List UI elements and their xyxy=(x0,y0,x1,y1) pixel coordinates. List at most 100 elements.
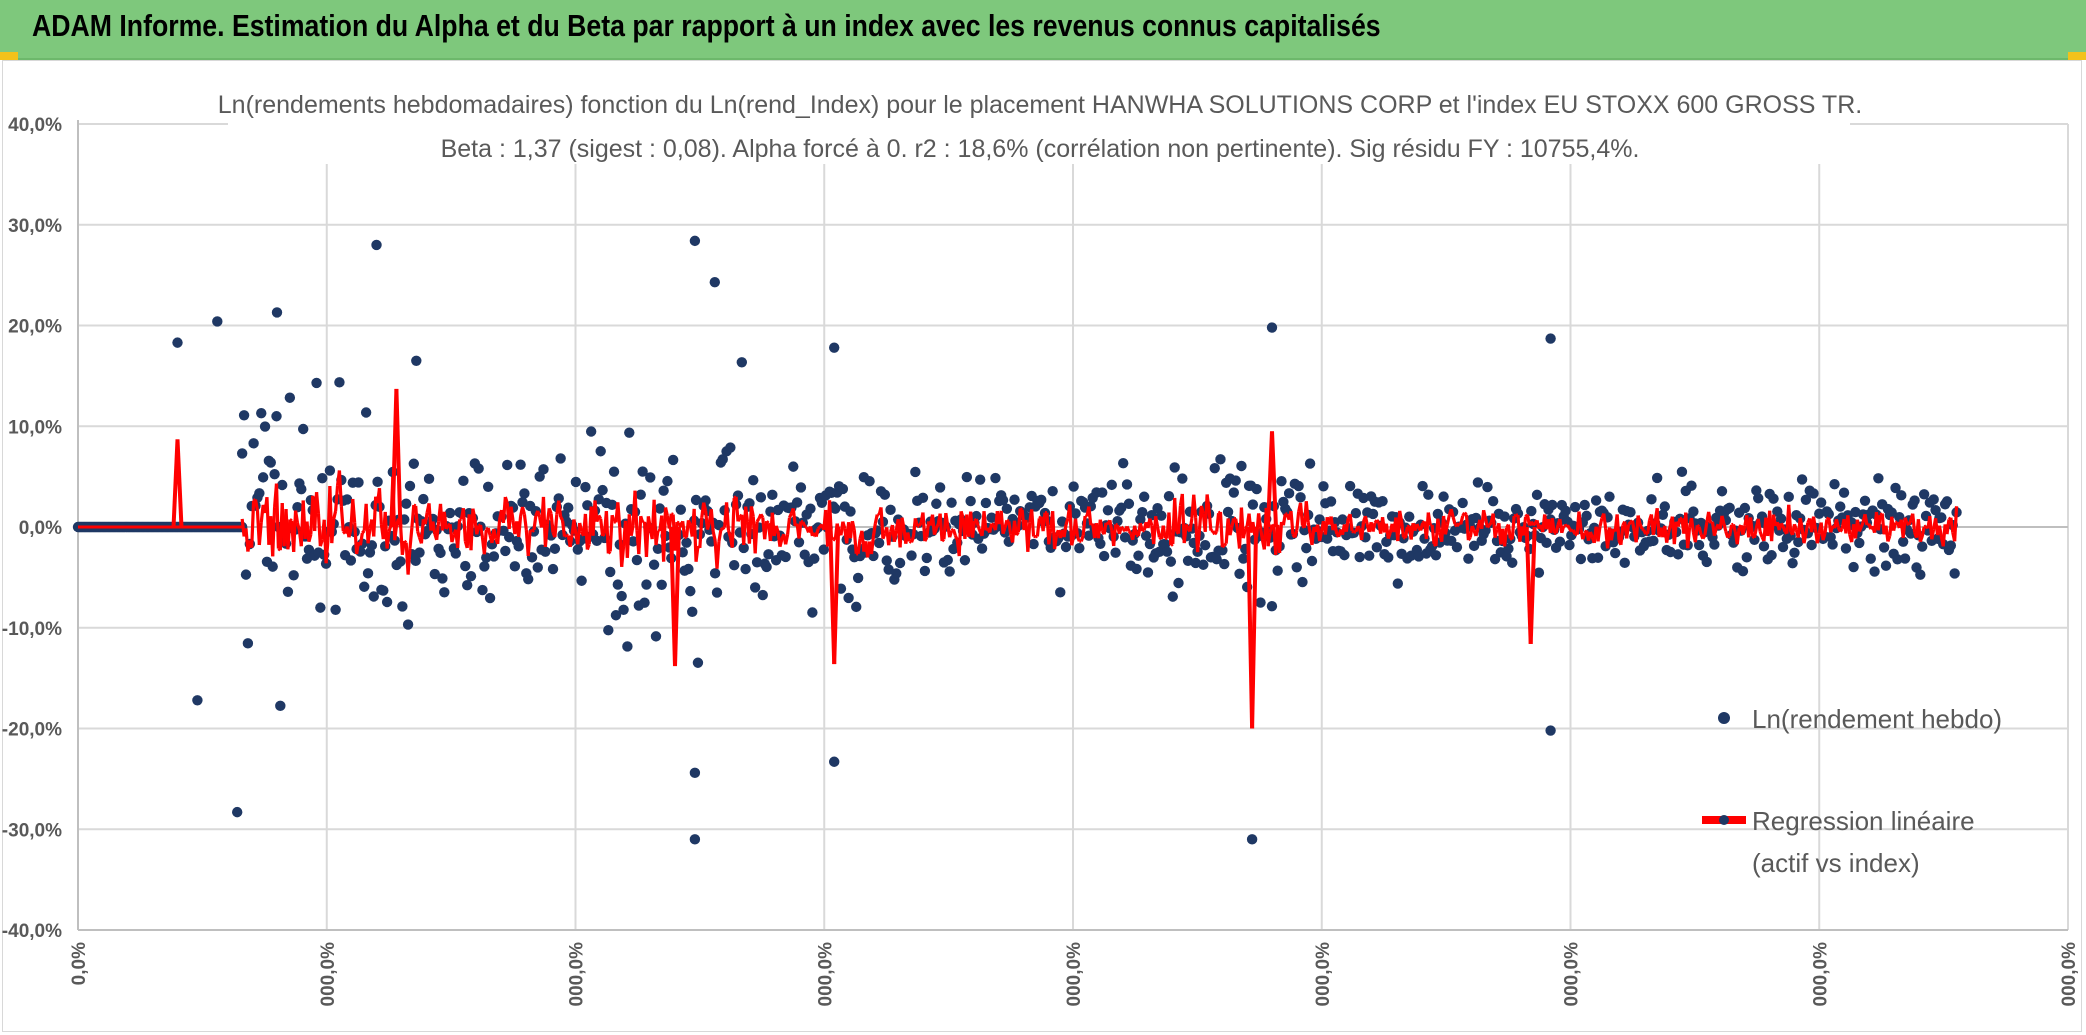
regression-segment xyxy=(435,521,441,541)
data-point xyxy=(1827,539,1838,550)
regression-segment xyxy=(1920,526,1926,537)
regression-segment xyxy=(1205,494,1211,511)
regression-segment xyxy=(1787,504,1793,532)
x-tick-label: 000,0% xyxy=(567,942,588,1007)
data-point xyxy=(1167,591,1178,602)
data-point xyxy=(444,507,456,519)
regression-segment xyxy=(1154,515,1160,527)
data-point xyxy=(1293,480,1304,492)
data-point xyxy=(942,554,953,566)
data-point xyxy=(805,503,816,514)
regression-segment xyxy=(608,515,614,552)
chart-subtitle: Beta : 1,37 (sigest : 0,08). Alpha forcé… xyxy=(441,135,1640,163)
regression-segment xyxy=(1907,519,1913,526)
regression-segment xyxy=(923,536,929,542)
data-point xyxy=(763,549,774,560)
data-point xyxy=(519,488,530,499)
data-point xyxy=(618,604,629,616)
data-point xyxy=(1739,502,1751,514)
data-point xyxy=(1350,507,1362,519)
regression-segment xyxy=(1218,511,1224,548)
regression-segment xyxy=(1188,518,1194,532)
data-point xyxy=(1533,567,1545,578)
data-point xyxy=(1672,549,1684,560)
regression-segment xyxy=(295,522,301,531)
regression-segment xyxy=(408,527,414,549)
data-point xyxy=(553,493,564,504)
regression-segment xyxy=(1371,522,1377,532)
regression-segment xyxy=(1642,529,1648,535)
regression-segment xyxy=(1064,517,1070,526)
data-point xyxy=(1499,511,1510,522)
data-point xyxy=(1083,530,1095,541)
regression-segment xyxy=(423,512,429,525)
regression-segment xyxy=(852,530,858,554)
x-tick-label: 000,0% xyxy=(318,942,339,1007)
data-point xyxy=(662,475,673,487)
data-point xyxy=(1430,550,1442,561)
data-point xyxy=(1575,553,1587,565)
regression-segment xyxy=(1081,515,1087,536)
data-point xyxy=(1865,553,1876,564)
regression-segment xyxy=(1073,518,1080,538)
data-point xyxy=(1701,556,1712,568)
data-point xyxy=(624,427,635,438)
regression-segment xyxy=(560,520,567,537)
data-point xyxy=(1228,487,1240,498)
data-point xyxy=(1137,507,1148,518)
data-point xyxy=(1892,554,1903,565)
data-point xyxy=(236,448,248,459)
data-point xyxy=(330,604,341,615)
regression-segment xyxy=(1127,529,1133,535)
data-point xyxy=(658,485,669,496)
data-point xyxy=(689,235,701,247)
regression-segment xyxy=(553,514,559,538)
data-point xyxy=(1835,501,1846,512)
regression-spike xyxy=(1250,526,1259,729)
regression-segment xyxy=(785,517,792,536)
regression-segment xyxy=(1184,523,1190,530)
data-point xyxy=(608,466,620,477)
data-point xyxy=(1547,499,1558,511)
regression-segment xyxy=(698,517,704,549)
data-point xyxy=(1392,578,1404,589)
data-point xyxy=(622,641,633,652)
data-point xyxy=(648,559,660,570)
data-point xyxy=(1869,566,1880,577)
regression-segment xyxy=(1348,514,1354,532)
regression-segment xyxy=(531,528,535,533)
regression-segment xyxy=(1571,529,1577,536)
regression-segment xyxy=(938,513,944,542)
regression-segment xyxy=(1522,516,1528,536)
regression-segment xyxy=(869,536,875,555)
regression-segment xyxy=(711,531,717,541)
regression-segment xyxy=(1052,535,1059,550)
data-point xyxy=(1777,541,1789,553)
data-point xyxy=(709,568,721,579)
regression-segment xyxy=(1102,522,1108,535)
data-point xyxy=(488,551,500,562)
data-point xyxy=(1118,457,1129,469)
data-point xyxy=(486,539,498,550)
regression-segment xyxy=(1701,534,1707,540)
data-point xyxy=(477,584,488,596)
regression-segment xyxy=(1464,514,1470,541)
regression-segment xyxy=(403,539,408,544)
data-point xyxy=(921,552,932,564)
regression-segment xyxy=(1667,524,1673,533)
data-point xyxy=(1693,539,1705,551)
data-point xyxy=(603,625,614,636)
regression-segment xyxy=(1449,508,1455,518)
data-point xyxy=(1028,538,1039,550)
regression-segment xyxy=(681,521,687,538)
data-point xyxy=(1246,834,1258,845)
regression-segment xyxy=(1911,513,1917,533)
regression-segment xyxy=(913,517,919,527)
regression-segment xyxy=(563,533,568,538)
data-point xyxy=(1646,494,1657,505)
regression-segment xyxy=(906,532,912,542)
regression-segment xyxy=(1722,523,1728,532)
data-point xyxy=(1758,541,1770,552)
data-point xyxy=(635,489,646,500)
regression-segment xyxy=(583,513,589,550)
